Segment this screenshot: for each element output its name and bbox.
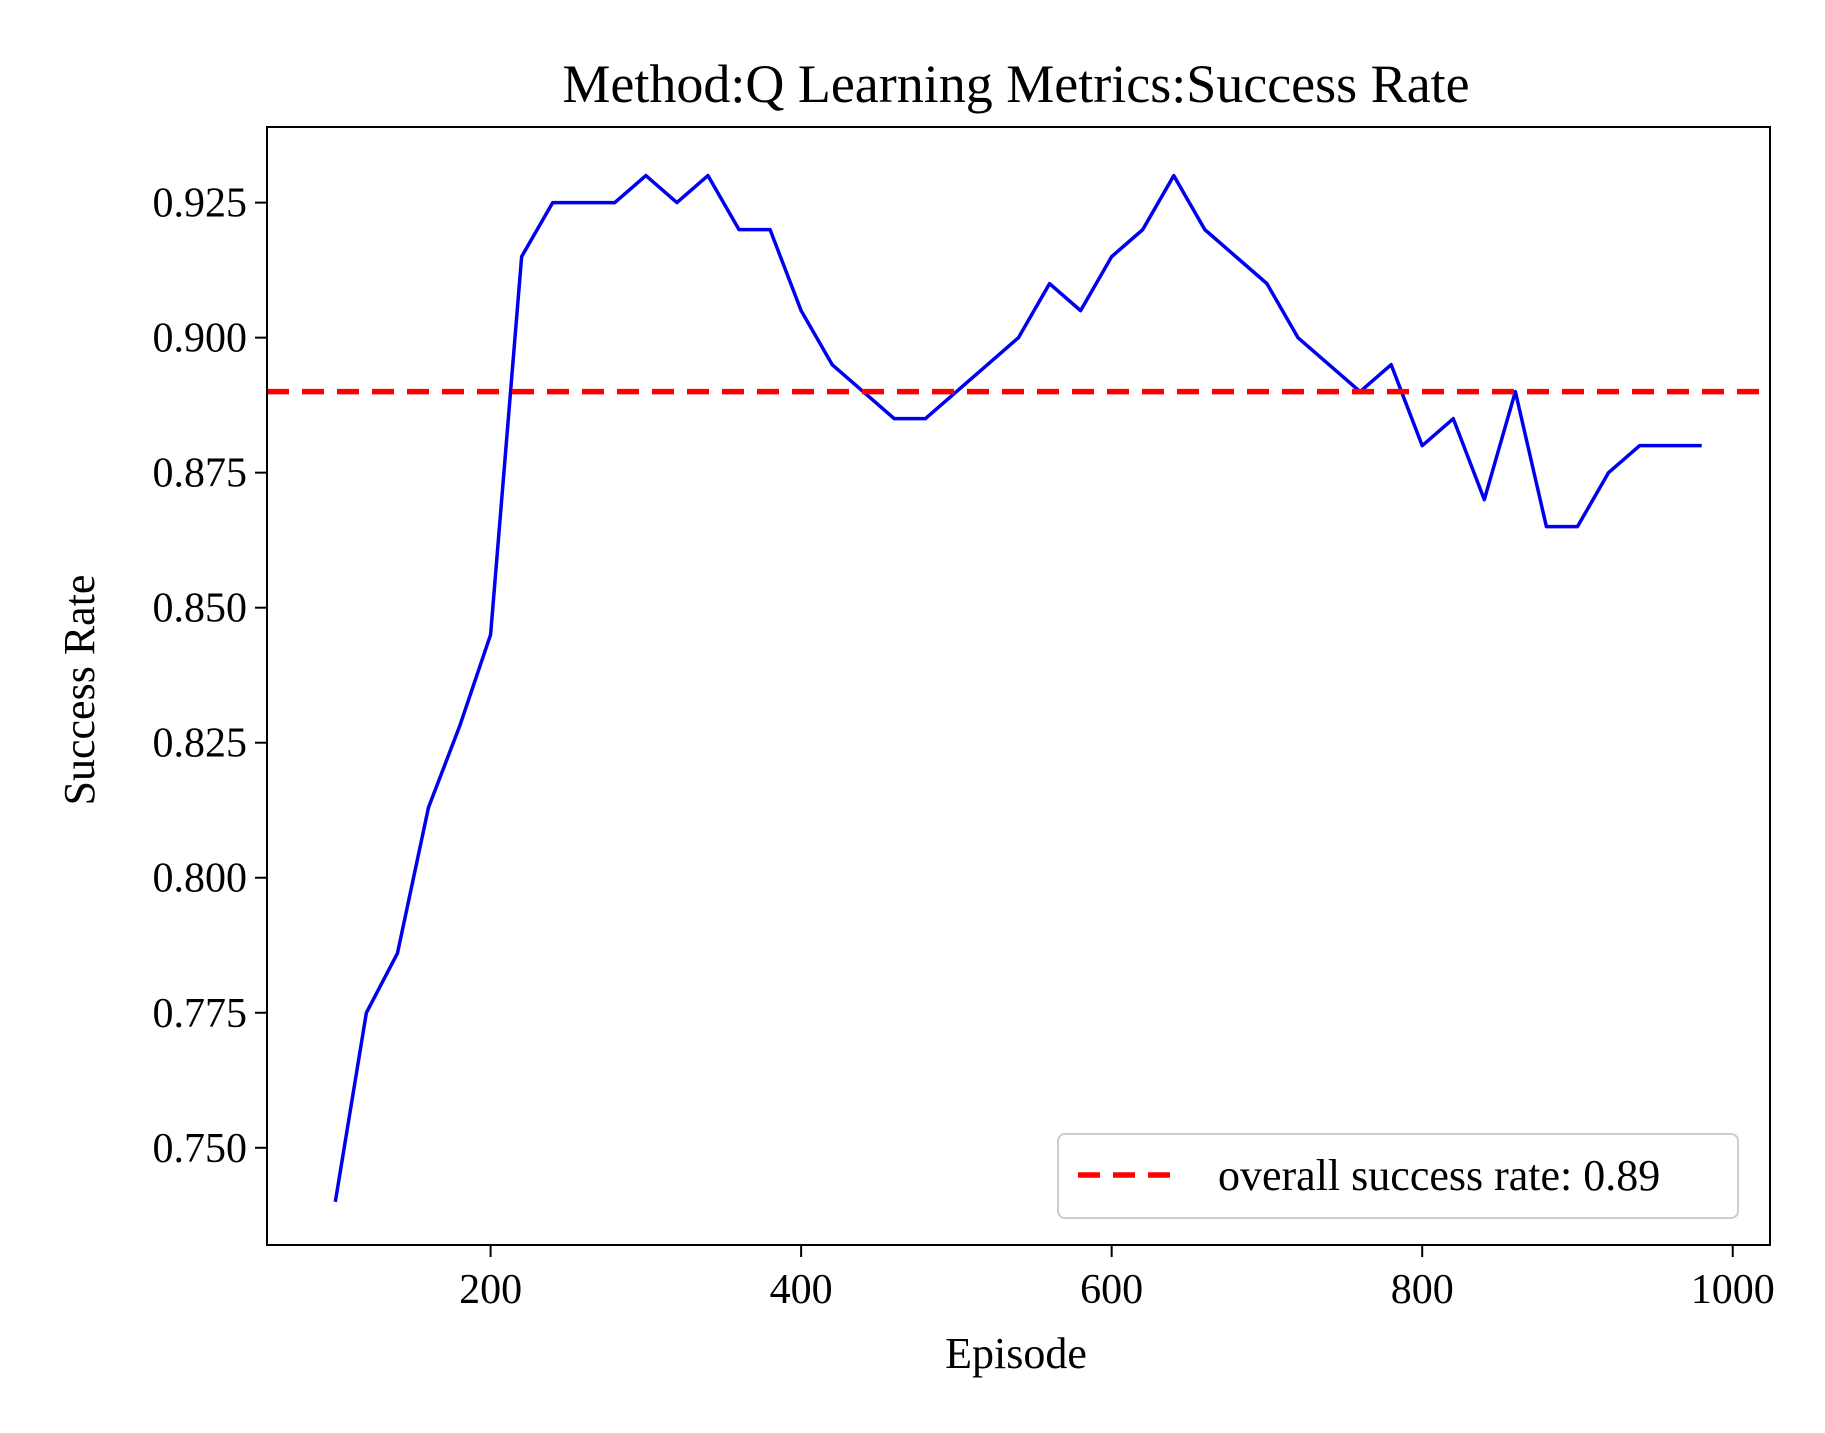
x-tick-label: 400 xyxy=(770,1267,833,1313)
axes-frame xyxy=(266,126,1771,1246)
x-tick-label: 200 xyxy=(459,1267,522,1313)
y-tick-label: 0.925 xyxy=(153,181,248,227)
y-tick-label: 0.800 xyxy=(153,856,248,902)
x-axis: 200 400 600 800 1000 xyxy=(459,1245,1775,1313)
legend-label: overall success rate: 0.89 xyxy=(1218,1151,1660,1200)
y-tick-label: 0.850 xyxy=(153,586,248,632)
success-rate-series-line xyxy=(333,173,1702,1203)
x-axis-label: Episode xyxy=(945,1329,1087,1378)
y-tick-label: 0.750 xyxy=(153,1126,248,1172)
y-axis-label: Success Rate xyxy=(55,575,104,806)
y-tick-label: 0.825 xyxy=(153,721,248,767)
chart-title: Method:Q Learning Metrics:Success Rate xyxy=(562,54,1469,114)
y-tick-label: 0.900 xyxy=(153,316,248,362)
plot-area xyxy=(267,173,1770,1203)
x-tick-label: 600 xyxy=(1080,1267,1143,1313)
x-tick-label: 800 xyxy=(1391,1267,1454,1313)
legend-box xyxy=(1057,1133,1739,1219)
y-axis: 0.750 0.775 0.800 0.825 0.850 0.875 0.900 0.925 xyxy=(153,181,267,1172)
x-tick-label: 1000 xyxy=(1691,1267,1775,1313)
y-tick-label: 0.775 xyxy=(153,991,248,1037)
y-tick-label: 0.875 xyxy=(153,451,248,497)
legend: overall success rate: 0.89 xyxy=(1057,1133,1739,1219)
